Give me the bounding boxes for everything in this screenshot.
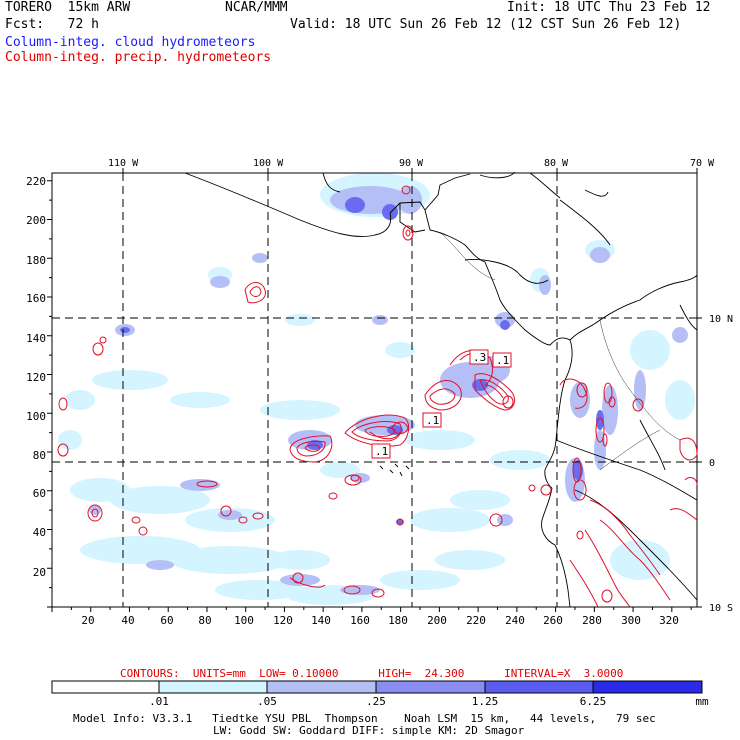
x-tick-label: 40 [121,614,134,627]
lon-labels: 110 W 100 W 90 W 80 W 70 W [108,158,715,169]
x-tick-labels: 20 40 60 80 100 120 140 160 180 200 220 … [81,614,679,627]
y-tick-labels: 220 200 180 160 140 120 100 80 60 40 20 [26,175,46,579]
contour-label-boxes [371,349,512,459]
colorbar-label: .01 [149,695,169,708]
y-tick-label: 200 [26,214,46,227]
y-tick-label: 20 [33,566,46,579]
x-tick-label: 180 [388,614,408,627]
y-tick-label: 40 [33,526,46,539]
model-name: TORERO 15km ARW [5,0,131,15]
y-tick-label: 140 [26,332,46,345]
plot-frame [51,172,698,608]
x-tick-label: 60 [160,614,173,627]
lon-label: 100 W [253,158,284,169]
y-tick-label: 220 [26,175,46,188]
lat-label: 10 N [709,314,733,325]
x-tick-label: 300 [621,614,641,627]
contour-label-texts: .3 .1 .1 .1 [375,351,509,458]
lat-label: 0 [709,458,715,469]
contour-label-1: .3 [473,351,486,364]
y-tick-label: 180 [26,254,46,267]
model-info-line2: LW: Godd SW: Goddard DIFF: simple KM: 2D… [213,724,525,737]
lon-label: 110 W [108,158,139,169]
valid-time: Valid: 18 UTC Sun 26 Feb 12 (12 CST Sun … [290,17,682,32]
forecast-hour: Fcst: 72 h [5,17,99,32]
x-tick-label: 100 [234,614,254,627]
lat-lon-grid [52,173,697,607]
x-tick-label: 80 [198,614,211,627]
lat-label: 10 S [709,603,733,614]
colorbar-labels: .01 .05 .25 1.25 6.25 mm [149,695,709,708]
cloud-shading [58,173,695,605]
x-tick-label: 200 [427,614,447,627]
contour-label-2: .1 [496,354,509,367]
x-tick-label: 280 [582,614,602,627]
precip-contours [57,185,698,608]
lon-label: 90 W [399,158,424,169]
init-time: Init: 18 UTC Thu 23 Feb 12 [507,0,711,15]
coastlines [184,171,698,608]
x-tick-label: 220 [466,614,486,627]
y-tick-label: 160 [26,292,46,305]
x-tick-label: 320 [659,614,679,627]
x-tick-label: 120 [273,614,293,627]
colorbar-label: 6.25 [580,695,607,708]
colorbar-label: .25 [366,695,386,708]
y-tick-label: 80 [33,449,46,462]
colorbar [51,680,703,694]
x-tick-label: 260 [543,614,563,627]
x-tick-label: 240 [505,614,525,627]
cloud-field-title: Column-integ. cloud hydrometeors [5,35,256,50]
x-tick-label: 20 [81,614,94,627]
center-name: NCAR/MMM [225,0,288,15]
lat-labels: 10 N 0 10 S [709,314,733,614]
axis-ticks [122,168,702,608]
x-tick-label: 140 [311,614,331,627]
x-tick-label: 160 [350,614,370,627]
colorbar-units: mm [695,695,709,708]
colorbar-label: .05 [257,695,277,708]
lon-label: 70 W [690,158,715,169]
lon-label: 80 W [544,158,569,169]
contour-label-3: .1 [426,414,439,427]
y-tick-label: 120 [26,371,46,384]
y-tick-label: 100 [26,410,46,423]
contour-info: CONTOURS: UNITS=mm LOW= 0.10000 HIGH= 24… [120,667,624,680]
contour-label-4: .1 [375,445,388,458]
colorbar-label: 1.25 [472,695,499,708]
precip-field-title: Column-integ. precip. hydrometeors [5,50,272,65]
y-tick-label: 60 [33,487,46,500]
model-info-line1: Model Info: V3.3.1 Tiedtke YSU PBL Thomp… [73,712,656,725]
